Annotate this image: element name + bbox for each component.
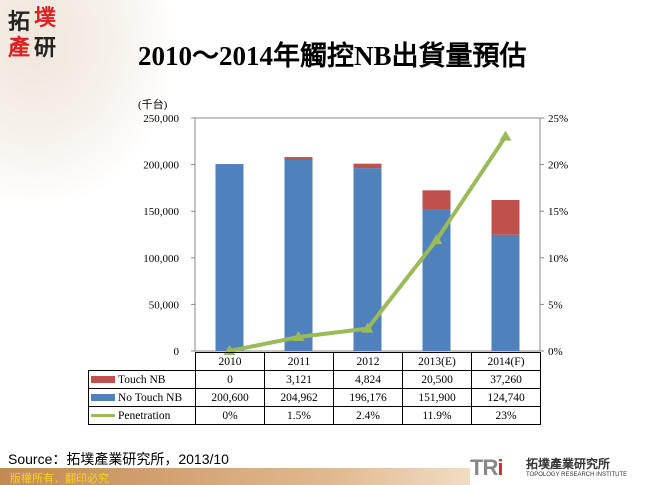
tri-logo: TRi 拓墣產業研究所 TOPOLOGY RESEARCH INSTITUTE: [470, 455, 628, 480]
y-right-tick-label: 15%: [548, 206, 568, 218]
y-right-tick-label: 20%: [548, 160, 568, 172]
y-left-tick-label: 0: [174, 346, 180, 358]
copyright: 版權所有．翻印必究: [10, 472, 109, 485]
footer-bar: [0, 468, 470, 485]
y-right-tick-label: 10%: [548, 253, 568, 265]
map-background: [0, 0, 170, 200]
bar-touch: [284, 157, 313, 160]
penetration-marker: [292, 331, 305, 342]
table-row-no-touch: No Touch NB 200,600 204,962 196,176 151,900…: [88, 388, 541, 407]
logo: 拓墣 產研: [8, 6, 57, 61]
table-row-penetration: Penetration 0% 1.5% 2.4% 11.9% 23%: [88, 406, 541, 425]
y-right-tick-label: 0%: [548, 346, 563, 358]
bar-no-touch: [353, 168, 382, 351]
penetration-marker: [430, 234, 443, 245]
y-left-tick-label: 250,000: [143, 113, 179, 125]
legend-key-no-touch: [91, 394, 115, 402]
penetration-marker: [499, 130, 512, 141]
legend-key-penetration: [91, 414, 115, 418]
y-left-tick-label: 200,000: [143, 160, 179, 172]
bar-no-touch: [422, 209, 451, 351]
y-axis-unit: (千台): [138, 99, 168, 111]
page-title: 2010～2014年觸控NB出貨量預估: [138, 41, 527, 71]
y-right-tick-label: 5%: [548, 299, 563, 311]
y-left-tick-label: 50,000: [149, 299, 180, 311]
y-right-tick-label: 25%: [548, 113, 568, 125]
source-note: Source：拓墣產業研究所，2013/10: [8, 451, 229, 467]
bar-no-touch: [491, 234, 520, 351]
penetration-marker: [361, 322, 374, 333]
bar-no-touch: [284, 159, 313, 351]
bar-touch: [422, 190, 451, 210]
data-table: 2010 2011 2012 2013(E) 2014(F) Touch NB 0 3,1…: [88, 352, 541, 425]
table-header-row: 2010 2011 2012 2013(E) 2014(F): [88, 352, 541, 371]
bar-touch: [491, 200, 520, 235]
y-left-tick-label: 150,000: [143, 206, 179, 218]
y-left-tick-label: 100,000: [143, 253, 179, 265]
legend-key-touch: [91, 376, 115, 384]
bar-no-touch: [215, 164, 244, 351]
table-row-touch: Touch NB 0 3,121 4,824 20,500 37,260: [88, 370, 541, 389]
bar-touch: [353, 163, 382, 169]
